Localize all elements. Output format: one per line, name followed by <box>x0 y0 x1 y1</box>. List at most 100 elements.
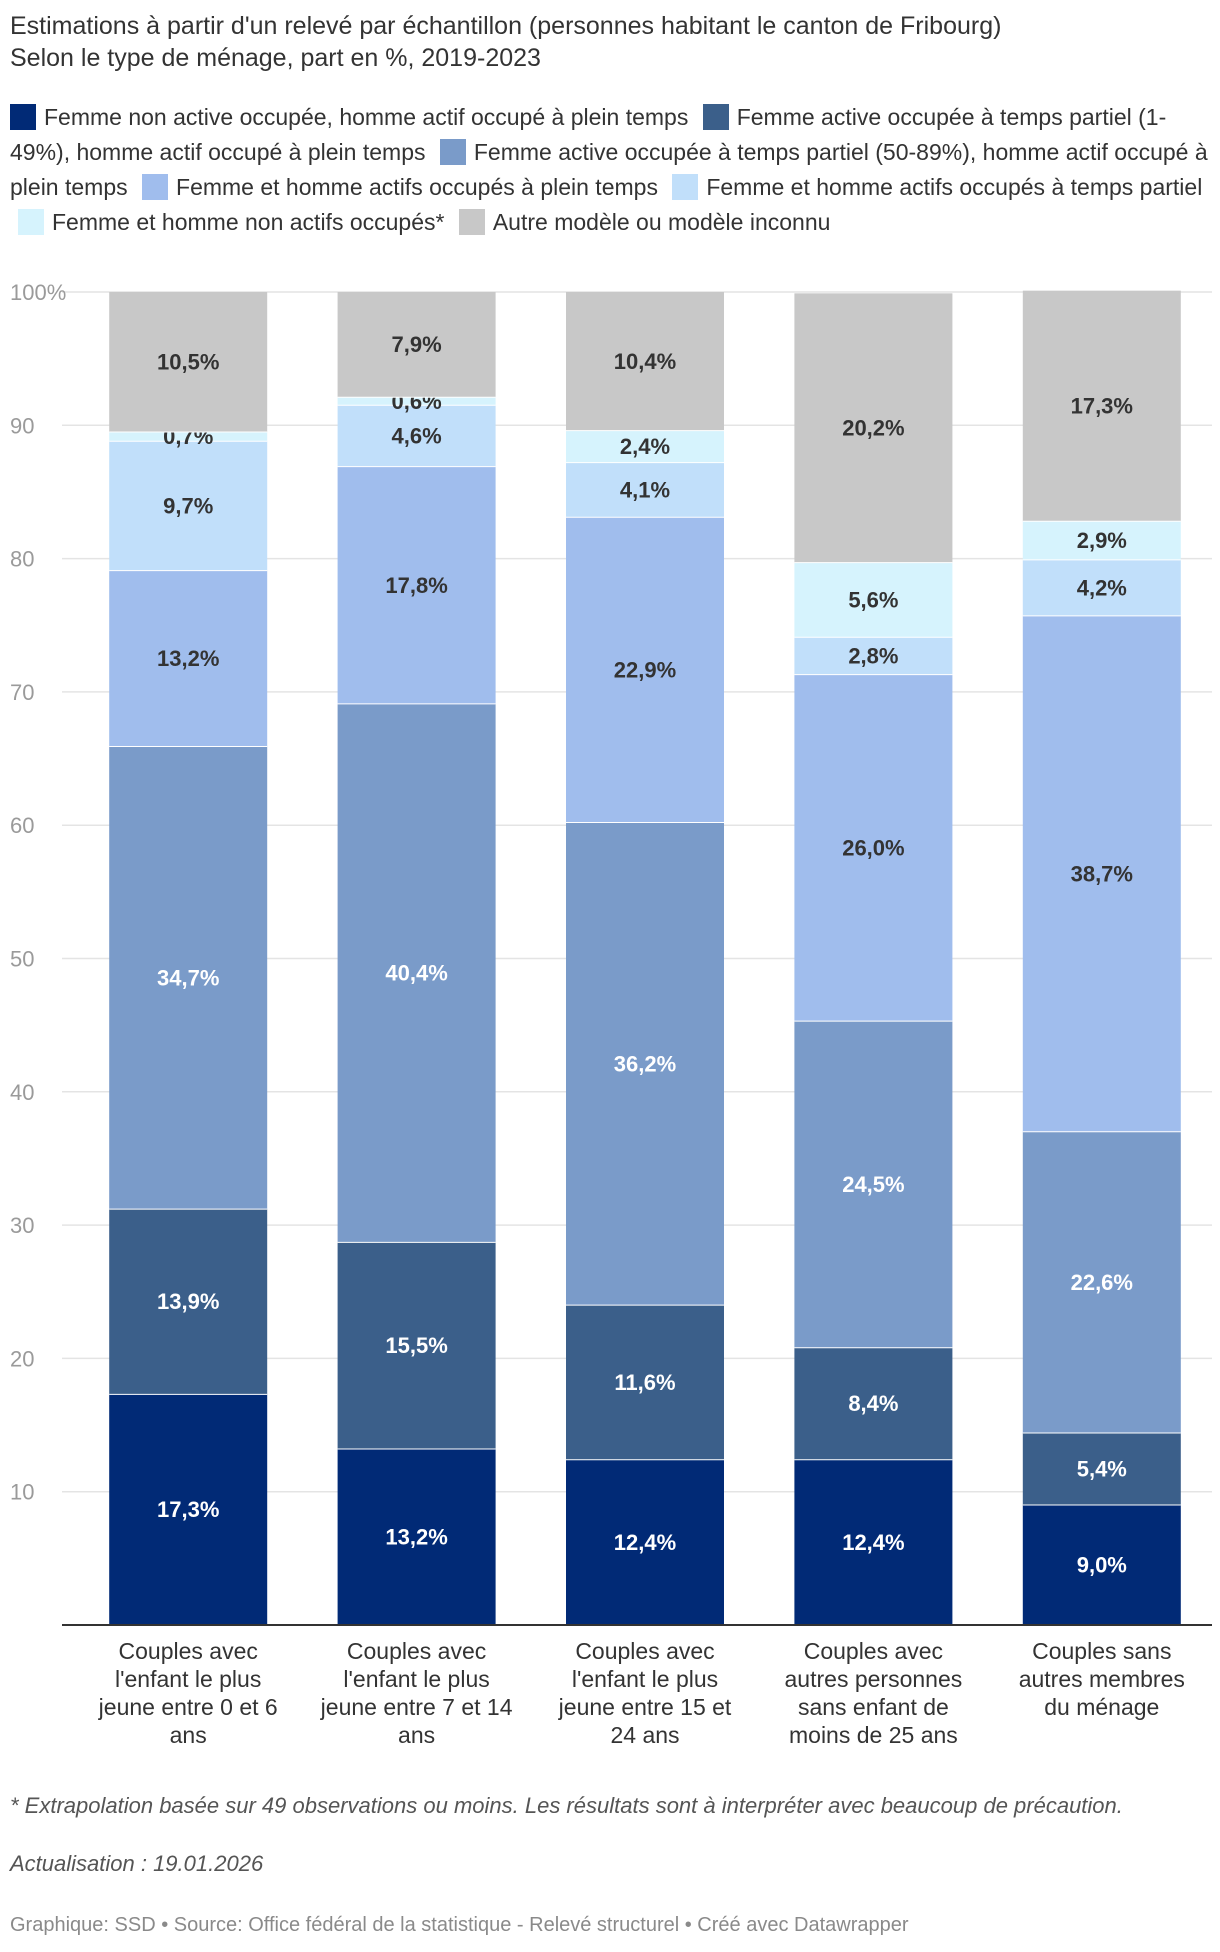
bar-segment <box>566 1459 724 1625</box>
update-date: Actualisation : 19.01.2026 <box>10 1851 264 1876</box>
x-category-label-line: Couples avec <box>575 1638 715 1664</box>
bar-segment <box>109 746 268 1210</box>
bar-segment <box>109 570 268 747</box>
legend-label: Femme active occupée à temps partiel (50… <box>10 139 1208 200</box>
bar-segment <box>1022 615 1181 1132</box>
chart-svg: 10 20 30 40 50 60 70 80 90 100% 17,3% 13,9% 34,7% 13,… <box>10 280 1212 1626</box>
legend-swatch <box>18 209 44 235</box>
bar-segment <box>566 430 724 463</box>
bar-segment <box>337 292 496 398</box>
bar-segment <box>109 1394 268 1625</box>
legend-label: Femme active occupée à temps partiel (1-… <box>10 104 1167 165</box>
y-tick-label: 100% <box>10 280 66 305</box>
bar-segment <box>1022 559 1181 616</box>
legend-label: Femme non active occupée, homme actif oc… <box>44 104 689 130</box>
bar-segment <box>794 637 953 675</box>
y-tick-label: 90 <box>10 413 34 438</box>
chart-title-block: Estimations à partir d'un relevé par éch… <box>10 10 1210 74</box>
bar-segment <box>566 1305 724 1460</box>
legend-item: Femme et homme actifs occupés à plein te… <box>134 174 658 200</box>
bar-segment <box>794 1459 953 1625</box>
bar-segment <box>566 822 724 1306</box>
data-label: 22,6% <box>1071 1270 1133 1295</box>
x-category-label: Couples avec l'enfant le plus jeune entre … <box>307 1637 527 1749</box>
bar-segment <box>794 1021 953 1348</box>
data-label: 8,4% <box>848 1391 898 1416</box>
y-tick-label: 70 <box>10 680 34 705</box>
legend-item: Femme active occupée à temps partiel (1-… <box>10 104 1166 165</box>
x-category-label-line: du ménage <box>1044 1694 1160 1720</box>
bar-segment <box>566 462 724 518</box>
legend-item: Femme et homme actifs occupés à temps pa… <box>664 174 1202 200</box>
bar-segment <box>1022 1505 1181 1625</box>
bar-segment <box>566 292 724 431</box>
data-label: 7,9% <box>392 332 442 357</box>
y-tick-label: 30 <box>10 1213 34 1238</box>
bar-segment <box>109 441 268 571</box>
legend-item: Femme active occupée à temps partiel (50… <box>10 139 1208 200</box>
x-category-label-line: Couples sans <box>1032 1638 1172 1664</box>
legend-swatch <box>702 104 729 130</box>
data-label: 24,5% <box>842 1172 904 1197</box>
x-category-label-line: l'enfant le plus <box>571 1666 719 1692</box>
bar-segment <box>337 703 496 1243</box>
chart-subtitle: Selon le type de ménage, part en %, 2019… <box>10 44 541 72</box>
data-label: 17,3% <box>157 1497 219 1522</box>
data-label: 38,7% <box>1071 861 1133 886</box>
bar-segment <box>1022 1433 1181 1506</box>
legend-swatch <box>142 174 169 200</box>
legend: Femme non active occupée, homme actif oc… <box>10 100 1210 240</box>
data-label: 40,4% <box>385 961 447 986</box>
bar-segment <box>1022 1131 1181 1434</box>
x-category-label-line: jeune entre 0 et 6 <box>98 1694 278 1720</box>
data-label: 13,2% <box>157 646 219 671</box>
x-category-label: Couples avec autres personnes sans enfant … <box>763 1637 983 1749</box>
data-label: 4,1% <box>620 477 670 502</box>
legend-item: Femme non active occupée, homme actif oc… <box>10 104 688 130</box>
x-category-label-line: jeune entre 7 et 14 <box>320 1694 513 1720</box>
bar-segment <box>566 517 724 823</box>
footnote: * Extrapolation basée sur 49 observation… <box>10 1793 1123 1818</box>
legend-item: Femme et homme non actifs occupés* <box>10 209 444 235</box>
data-label: 26,0% <box>842 835 904 860</box>
y-tick-label: 10 <box>10 1480 34 1505</box>
legend-label: Femme et homme actifs occupés à plein te… <box>176 174 658 200</box>
bar-segment <box>337 466 496 704</box>
x-category-label-line: l'enfant le plus <box>115 1666 262 1692</box>
data-label: 13,2% <box>385 1525 447 1550</box>
bar-segment <box>794 562 953 638</box>
bar-segment <box>109 292 268 432</box>
data-label: 34,7% <box>157 965 219 990</box>
data-label: 36,2% <box>614 1051 676 1076</box>
chart-title: Estimations à partir d'un relevé par éch… <box>10 12 1002 40</box>
legend-swatch <box>439 139 466 165</box>
bar-segment <box>337 1242 496 1450</box>
x-category-label-line: l'enfant le plus <box>343 1666 490 1692</box>
legend-swatch <box>672 174 699 200</box>
bar-segment <box>794 1347 953 1460</box>
stacked-bar-chart: 10 20 30 40 50 60 70 80 90 100% 17,3% 13,9% 34,7% 13,… <box>0 270 1220 1760</box>
x-category-label: Couples avec l'enfant le plus jeune entre … <box>78 1637 298 1749</box>
data-label: 2,4% <box>620 434 670 459</box>
x-category-label-line: Couples avec <box>346 1638 487 1664</box>
bar-segment <box>794 674 953 1022</box>
data-label: 15,5% <box>385 1333 447 1358</box>
y-tick-label: 40 <box>10 1080 34 1105</box>
data-label: 22,9% <box>614 657 676 682</box>
legend-label: Femme et homme non actifs occupés* <box>52 209 445 235</box>
data-label: 9,7% <box>163 493 213 518</box>
data-label: 10,4% <box>614 349 676 374</box>
bar-segment <box>337 405 496 467</box>
x-category-label: Couples sans autres membres du ménage <box>992 1637 1212 1721</box>
y-tick-label: 20 <box>10 1346 34 1371</box>
x-category-label-line: Couples avec <box>803 1638 944 1664</box>
bar-segment <box>794 293 953 563</box>
bar-segment <box>109 431 268 442</box>
data-label: 11,6% <box>614 1370 675 1395</box>
x-category-label-line: moins de 25 ans <box>789 1722 958 1748</box>
data-label: 10,5% <box>157 349 219 374</box>
x-category-label-line: sans enfant de <box>797 1694 949 1720</box>
data-label: 20,2% <box>842 415 904 440</box>
legend-swatch <box>10 104 36 130</box>
y-tick-label: 50 <box>10 947 34 972</box>
